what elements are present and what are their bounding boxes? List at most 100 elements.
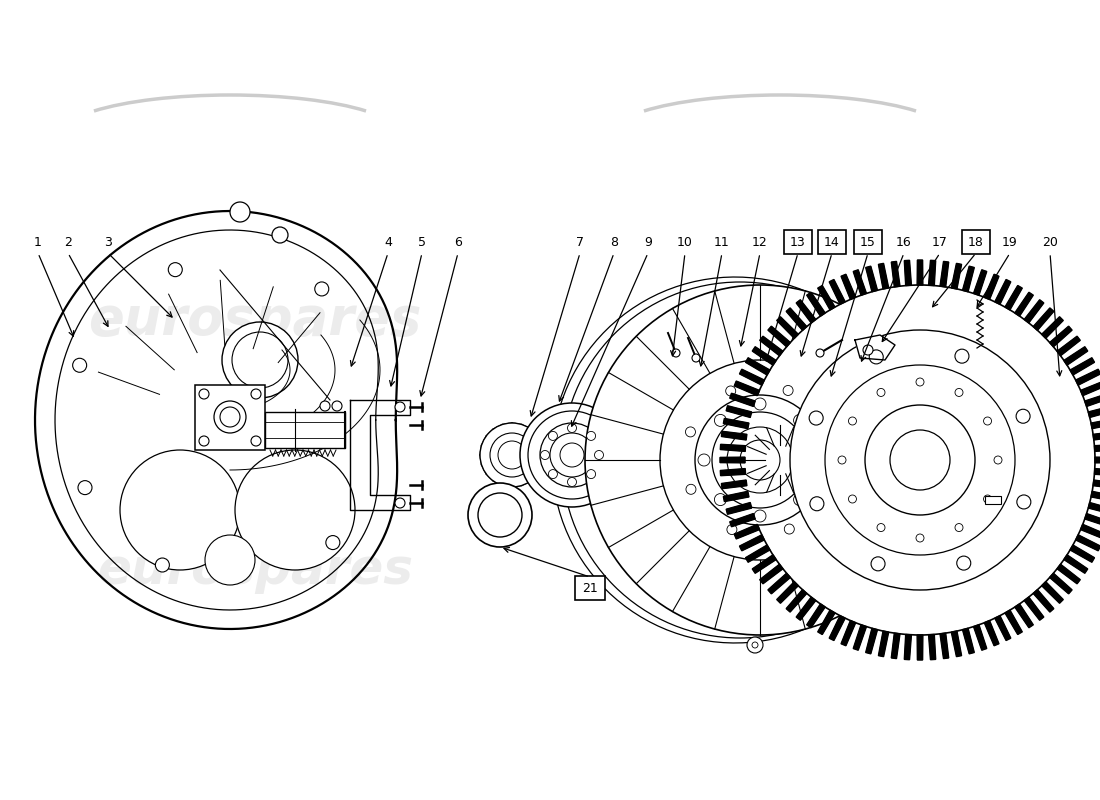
Polygon shape [722,480,747,489]
Circle shape [672,349,680,357]
FancyBboxPatch shape [962,230,990,254]
Circle shape [740,440,780,480]
Polygon shape [760,564,783,584]
Polygon shape [1085,394,1100,406]
Circle shape [747,637,763,653]
Polygon shape [746,358,770,375]
Polygon shape [1049,574,1072,594]
Circle shape [568,478,576,486]
Text: 13: 13 [790,237,806,250]
Polygon shape [952,263,961,289]
Circle shape [712,412,808,508]
Circle shape [816,349,824,357]
Circle shape [877,389,886,397]
Circle shape [810,411,823,425]
Circle shape [745,285,1094,635]
Bar [195,385,265,450]
Circle shape [848,495,857,503]
Polygon shape [724,491,749,502]
Circle shape [498,441,526,469]
Polygon shape [917,260,923,285]
Polygon shape [940,633,948,658]
Polygon shape [796,300,816,323]
Polygon shape [1088,406,1100,418]
Circle shape [916,378,924,386]
Polygon shape [1091,418,1100,429]
Circle shape [315,282,329,296]
Text: eurospares: eurospares [97,546,413,594]
Circle shape [586,470,595,478]
Circle shape [790,330,1050,590]
Circle shape [540,450,550,459]
Polygon shape [1080,524,1100,539]
Polygon shape [994,616,1011,641]
Circle shape [199,389,209,399]
Polygon shape [1024,300,1044,323]
FancyBboxPatch shape [854,230,882,254]
Text: 7: 7 [576,237,584,250]
Polygon shape [752,346,777,365]
Polygon shape [768,574,790,594]
Circle shape [726,386,736,396]
Polygon shape [962,266,975,292]
Circle shape [955,349,969,363]
Polygon shape [1042,317,1064,338]
Circle shape [120,450,240,570]
Circle shape [214,401,246,433]
Polygon shape [855,335,895,360]
Circle shape [994,456,1002,464]
Circle shape [251,389,261,399]
Text: 19: 19 [1002,237,1018,250]
Polygon shape [994,279,1011,304]
Polygon shape [1088,502,1100,514]
Circle shape [916,534,924,542]
Polygon shape [1005,610,1022,634]
Circle shape [1016,410,1030,423]
Circle shape [528,411,616,499]
Polygon shape [768,326,790,346]
Polygon shape [854,270,867,295]
Circle shape [793,494,805,506]
Polygon shape [1085,514,1100,526]
Text: 3: 3 [104,237,112,250]
Circle shape [865,405,975,515]
Polygon shape [842,274,856,299]
Polygon shape [984,621,999,646]
Circle shape [754,398,766,410]
Polygon shape [724,418,749,429]
Circle shape [232,332,288,388]
Polygon shape [984,274,999,299]
Circle shape [549,431,558,441]
Text: eurospares: eurospares [634,294,967,346]
Circle shape [869,350,883,364]
Polygon shape [974,625,987,650]
Circle shape [1016,495,1031,509]
Polygon shape [786,590,806,612]
Circle shape [848,417,857,425]
Polygon shape [760,336,783,356]
Polygon shape [1064,555,1088,574]
Polygon shape [777,582,799,603]
Circle shape [890,430,950,490]
Polygon shape [879,631,889,657]
Polygon shape [891,262,900,287]
Circle shape [957,556,971,570]
Polygon shape [817,286,835,310]
Circle shape [560,443,584,467]
Circle shape [326,535,340,550]
Polygon shape [974,270,987,295]
Polygon shape [928,260,936,286]
Polygon shape [817,610,835,634]
Circle shape [698,454,710,466]
Circle shape [825,483,835,493]
Polygon shape [1093,431,1100,440]
Polygon shape [829,616,845,641]
Circle shape [272,227,288,243]
Polygon shape [806,292,825,316]
Polygon shape [729,394,756,406]
Circle shape [235,450,355,570]
Text: 8: 8 [610,237,618,250]
Circle shape [686,484,696,494]
Text: 5: 5 [418,237,426,250]
Polygon shape [879,263,889,289]
